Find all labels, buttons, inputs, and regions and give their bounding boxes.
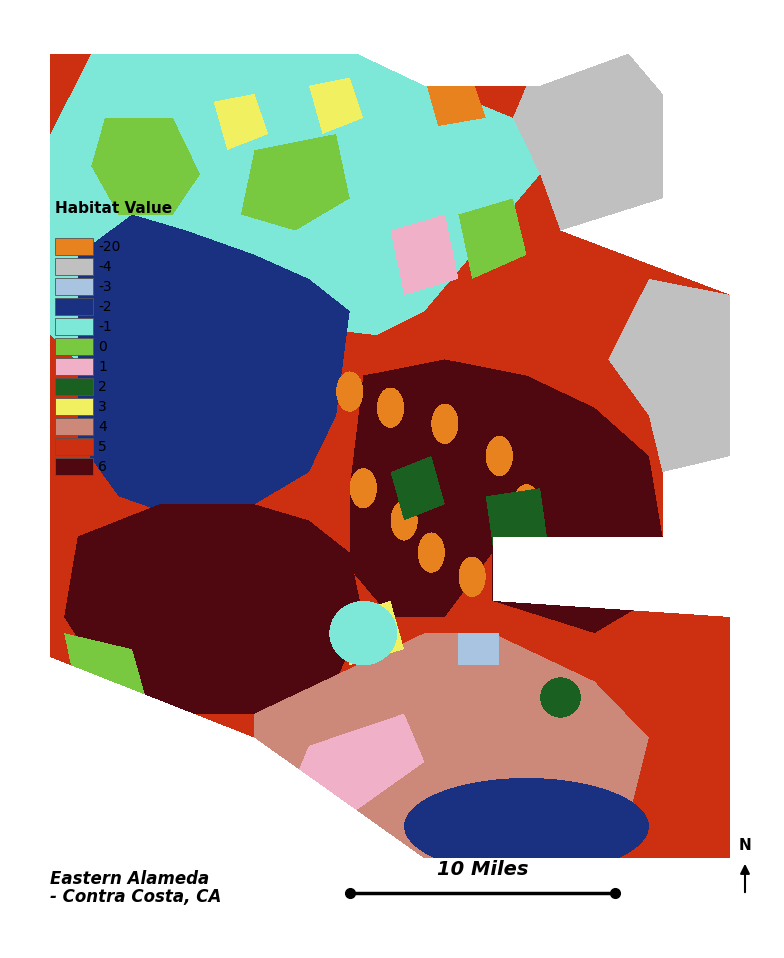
Text: -3: -3 [98, 280, 111, 293]
Bar [55, 258, 93, 275]
Text: Eastern Alameda: Eastern Alameda [50, 870, 209, 888]
Bar [55, 418, 93, 435]
Text: 1: 1 [98, 359, 107, 374]
Text: -2: -2 [98, 300, 111, 313]
Text: 10 Miles: 10 Miles [437, 860, 528, 879]
Bar [55, 278, 93, 295]
Text: - Contra Costa, CA: - Contra Costa, CA [50, 888, 221, 906]
Text: -20: -20 [98, 240, 121, 254]
Text: 5: 5 [98, 440, 107, 453]
Bar [55, 338, 93, 355]
Text: 3: 3 [98, 399, 107, 414]
Text: 0: 0 [98, 339, 107, 354]
Text: -1: -1 [98, 320, 112, 333]
Bar [55, 238, 93, 255]
Text: N: N [739, 838, 751, 853]
Text: -4: -4 [98, 260, 111, 273]
Text: 6: 6 [98, 460, 107, 473]
Bar [55, 458, 93, 475]
Bar [55, 358, 93, 375]
Bar [55, 398, 93, 415]
Text: 2: 2 [98, 379, 107, 394]
Bar [55, 378, 93, 395]
Bar [55, 438, 93, 455]
Text: Habitat Value: Habitat Value [55, 201, 172, 216]
Bar [55, 298, 93, 315]
Text: 4: 4 [98, 420, 107, 434]
Bar [55, 318, 93, 335]
